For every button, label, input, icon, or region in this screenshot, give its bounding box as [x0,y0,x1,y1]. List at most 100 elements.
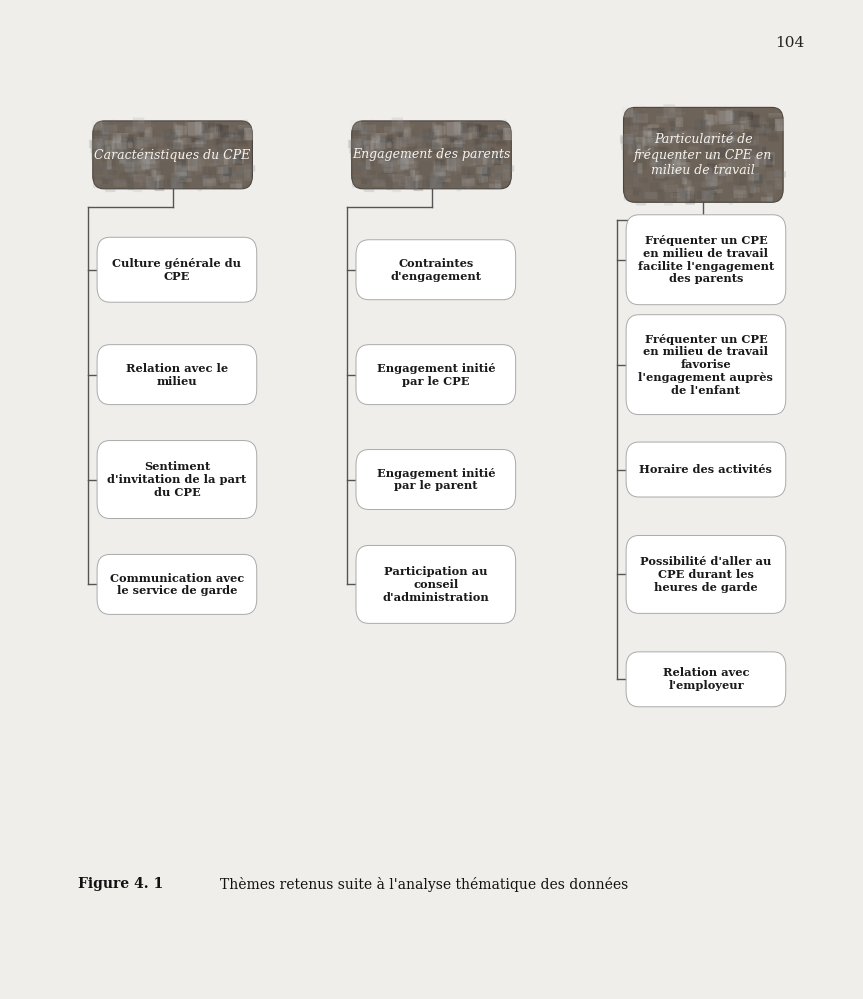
FancyBboxPatch shape [502,120,507,134]
FancyBboxPatch shape [201,140,206,145]
FancyBboxPatch shape [371,135,376,140]
FancyBboxPatch shape [762,141,765,151]
FancyBboxPatch shape [720,169,723,183]
FancyBboxPatch shape [772,171,779,181]
FancyBboxPatch shape [767,154,774,164]
FancyBboxPatch shape [426,143,440,148]
FancyBboxPatch shape [620,134,633,144]
FancyBboxPatch shape [174,125,183,137]
FancyBboxPatch shape [477,125,488,138]
FancyBboxPatch shape [633,174,644,187]
FancyBboxPatch shape [451,157,460,170]
FancyBboxPatch shape [392,118,403,132]
FancyBboxPatch shape [723,138,737,148]
FancyBboxPatch shape [175,182,190,187]
FancyBboxPatch shape [682,178,687,185]
FancyBboxPatch shape [351,177,366,180]
FancyBboxPatch shape [155,138,163,147]
FancyBboxPatch shape [495,126,510,135]
FancyBboxPatch shape [105,179,116,192]
FancyBboxPatch shape [356,450,515,509]
FancyBboxPatch shape [199,124,204,132]
FancyBboxPatch shape [644,126,652,135]
Text: Horaire des activités: Horaire des activités [639,464,772,476]
FancyBboxPatch shape [367,178,370,181]
FancyBboxPatch shape [475,124,482,132]
FancyBboxPatch shape [176,126,186,135]
FancyBboxPatch shape [673,157,682,168]
FancyBboxPatch shape [705,114,714,126]
FancyBboxPatch shape [438,180,445,184]
FancyBboxPatch shape [151,178,157,186]
FancyBboxPatch shape [747,148,760,158]
FancyBboxPatch shape [428,135,435,148]
FancyBboxPatch shape [454,140,463,148]
FancyBboxPatch shape [735,150,750,164]
FancyBboxPatch shape [236,153,243,163]
FancyBboxPatch shape [683,122,688,131]
FancyBboxPatch shape [715,148,726,157]
FancyBboxPatch shape [630,126,646,135]
FancyBboxPatch shape [645,149,651,159]
FancyBboxPatch shape [195,121,202,134]
FancyBboxPatch shape [362,166,372,180]
FancyBboxPatch shape [476,147,488,153]
FancyBboxPatch shape [754,175,763,184]
FancyBboxPatch shape [136,137,150,141]
FancyBboxPatch shape [172,128,176,138]
FancyBboxPatch shape [97,142,108,146]
FancyBboxPatch shape [413,171,419,181]
FancyBboxPatch shape [664,185,678,192]
FancyBboxPatch shape [734,174,737,183]
FancyBboxPatch shape [387,178,393,190]
FancyBboxPatch shape [650,157,662,166]
FancyBboxPatch shape [454,121,461,134]
FancyBboxPatch shape [750,185,755,194]
FancyBboxPatch shape [632,142,642,152]
FancyBboxPatch shape [433,165,445,179]
FancyBboxPatch shape [94,162,109,171]
FancyBboxPatch shape [356,150,361,157]
FancyBboxPatch shape [671,129,680,133]
FancyBboxPatch shape [98,122,107,136]
FancyBboxPatch shape [111,141,115,151]
FancyBboxPatch shape [688,187,695,200]
FancyBboxPatch shape [709,164,713,173]
FancyBboxPatch shape [685,159,691,162]
FancyBboxPatch shape [142,156,157,169]
FancyBboxPatch shape [748,174,759,181]
FancyBboxPatch shape [623,108,784,202]
FancyBboxPatch shape [378,155,390,164]
FancyBboxPatch shape [773,171,786,178]
FancyBboxPatch shape [721,131,735,136]
FancyBboxPatch shape [406,144,418,153]
FancyBboxPatch shape [143,134,148,148]
FancyBboxPatch shape [233,132,246,144]
FancyBboxPatch shape [442,178,450,182]
FancyBboxPatch shape [706,122,711,135]
FancyBboxPatch shape [369,168,381,176]
FancyBboxPatch shape [116,156,122,161]
FancyBboxPatch shape [203,174,206,187]
FancyBboxPatch shape [438,180,443,188]
FancyBboxPatch shape [190,142,202,156]
FancyBboxPatch shape [682,190,688,198]
FancyBboxPatch shape [391,160,405,172]
FancyBboxPatch shape [444,160,449,171]
FancyBboxPatch shape [392,172,403,176]
FancyBboxPatch shape [709,192,715,200]
FancyBboxPatch shape [110,151,117,157]
FancyBboxPatch shape [677,162,690,172]
FancyBboxPatch shape [356,345,515,405]
FancyBboxPatch shape [458,133,472,140]
FancyBboxPatch shape [655,156,670,163]
FancyBboxPatch shape [237,141,249,146]
FancyBboxPatch shape [433,125,442,137]
FancyBboxPatch shape [458,124,463,132]
FancyBboxPatch shape [494,173,500,177]
FancyBboxPatch shape [414,138,422,147]
FancyBboxPatch shape [223,137,228,150]
Text: Possibilité d'aller au
CPE durant les
heures de garde: Possibilité d'aller au CPE durant les he… [640,556,772,592]
FancyBboxPatch shape [142,180,150,185]
FancyBboxPatch shape [169,177,184,189]
